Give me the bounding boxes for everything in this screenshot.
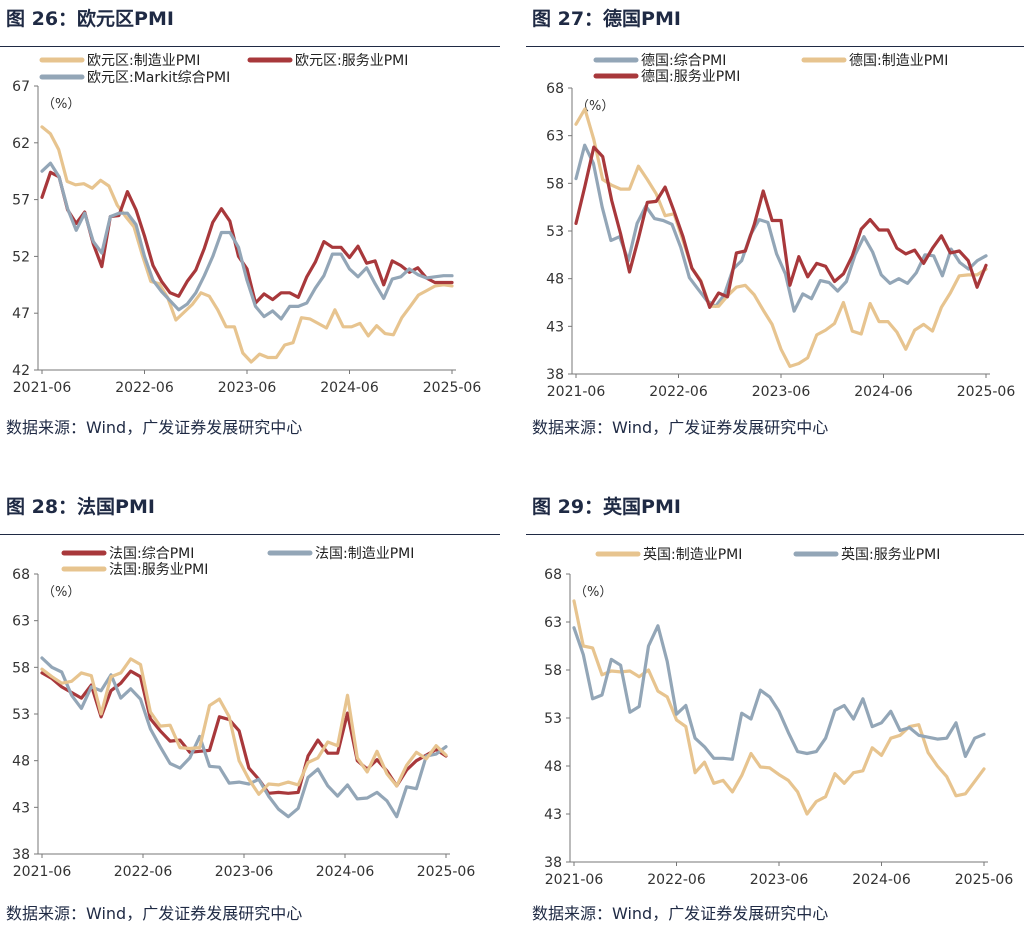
title-rule (0, 46, 500, 47)
source-note: 数据来源：Wind，广发证券发展研究中心 (532, 418, 829, 437)
series-line-2 (574, 145, 988, 309)
title-rule (526, 46, 1024, 47)
y-tick-label: 62 (12, 136, 30, 152)
x-tick-label: 2021-06 (13, 864, 72, 880)
y-tick-label: 68 (12, 567, 30, 583)
x-tick-label: 2022-06 (115, 380, 174, 396)
legend-label: 欧元区:服务业PMI (295, 53, 408, 69)
panel-germany-pmi: 图 27：德国PMI 38 43 48 53 58 63 68 2021-06 2022-06 2… (526, 0, 1024, 450)
y-tick-label: 63 (546, 129, 564, 145)
y-tick-label: 47 (12, 306, 30, 322)
series-line-1 (572, 624, 986, 761)
y-tick-label: 43 (544, 807, 562, 823)
y-tick-label: 48 (544, 759, 562, 775)
x-tick-label: 2024-06 (316, 864, 375, 880)
panel-title: 图 28：法国PMI (6, 496, 155, 518)
y-tick-label: 67 (12, 79, 30, 95)
y-tick-label: 38 (546, 367, 564, 383)
x-tick-label: 2025-06 (417, 864, 476, 880)
y-tick-label: 68 (544, 567, 562, 583)
y-tick-label: 42 (12, 363, 30, 379)
unit-label: （%） (574, 585, 612, 600)
x-tick-label: 2023-06 (215, 864, 274, 880)
series-line-1 (574, 107, 988, 368)
y-tick-label: 53 (546, 224, 564, 240)
y-tick-label: 53 (544, 711, 562, 727)
x-tick-label: 2022-06 (114, 864, 173, 880)
y-tick-label: 68 (546, 81, 564, 97)
y-tick-label: 52 (12, 249, 30, 265)
x-tick-label: 2022-06 (647, 872, 706, 888)
chart-uk-pmi: 38 43 48 53 58 63 68 2021-06 2022-06 2023-06 2024-… (544, 546, 1014, 888)
y-tick-label: 58 (12, 660, 30, 676)
x-tick-label: 2023-06 (752, 384, 811, 400)
chart-germany-pmi: 38 43 48 53 58 63 68 2021-06 2022-06 2023-06 2024-… (546, 53, 1016, 400)
y-tick-label: 38 (544, 855, 562, 871)
x-tick-label: 2025-06 (955, 872, 1014, 888)
x-tick-label: 2024-06 (854, 384, 913, 400)
panel-title: 图 29：英国PMI (532, 496, 681, 518)
legend-label: 法国:服务业PMI (109, 562, 208, 578)
panel-title: 图 27：德国PMI (532, 8, 681, 30)
source-note: 数据来源：Wind，广发证券发展研究中心 (6, 904, 303, 923)
y-tick-label: 58 (546, 176, 564, 192)
unit-label: （%） (42, 585, 80, 600)
source-note: 数据来源：Wind，广发证券发展研究中心 (6, 418, 303, 437)
source-note: 数据来源：Wind，广发证券发展研究中心 (532, 904, 829, 923)
legend-label: 欧元区:Markit综合PMI (87, 70, 230, 86)
y-tick-label: 43 (546, 319, 564, 335)
x-tick-label: 2025-06 (957, 384, 1016, 400)
series-line-0 (40, 125, 454, 364)
y-tick-label: 43 (12, 800, 30, 816)
panel-uk-pmi: 图 29：英国PMI 38 43 48 53 58 63 68 2021-06 2022-06 2… (526, 488, 1024, 929)
legend-label: 欧元区:制造业PMI (87, 53, 200, 69)
y-tick-label: 38 (12, 847, 30, 863)
unit-label: （%） (42, 97, 80, 112)
y-tick-label: 53 (12, 707, 30, 723)
legend-label: 法国:制造业PMI (315, 546, 414, 562)
x-tick-label: 2021-06 (545, 872, 604, 888)
x-tick-label: 2025-06 (423, 380, 482, 396)
series-line-0 (40, 669, 448, 795)
panel-title: 图 26：欧元区PMI (6, 8, 174, 30)
x-tick-label: 2023-06 (750, 872, 809, 888)
series-line-2 (40, 657, 448, 796)
y-tick-label: 58 (544, 663, 562, 679)
y-tick-label: 63 (12, 614, 30, 630)
panel-france-pmi: 图 28：法国PMI 38 43 48 53 58 63 68 2021-06 2022-06 2… (0, 488, 500, 929)
legend-label: 英国:制造业PMI (643, 546, 742, 563)
x-tick-label: 2021-06 (13, 380, 72, 396)
legend-label: 英国:服务业PMI (841, 546, 940, 563)
title-rule (0, 534, 500, 535)
legend-label: 德国:制造业PMI (849, 53, 948, 69)
chart-france-pmi: 38 43 48 53 58 63 68 2021-06 2022-06 2023-06 2024-… (12, 546, 476, 880)
panel-eurozone-pmi: 图 26：欧元区PMI 42 47 52 57 62 67 2021-06 2022-06 20… (0, 0, 500, 450)
y-tick-label: 57 (12, 193, 30, 209)
series-line-2 (40, 161, 454, 321)
x-tick-label: 2024-06 (320, 380, 379, 396)
x-tick-label: 2021-06 (547, 384, 606, 400)
x-tick-label: 2023-06 (218, 380, 277, 396)
y-tick-label: 48 (546, 272, 564, 288)
y-tick-label: 63 (544, 615, 562, 631)
title-rule (526, 534, 1024, 535)
legend-label: 德国:综合PMI (641, 53, 726, 69)
x-tick-label: 2022-06 (649, 384, 708, 400)
series-line-0 (572, 599, 986, 816)
series-line-1 (40, 656, 448, 819)
chart-eurozone-pmi: 42 47 52 57 62 67 2021-06 2022-06 2023-06 2024-06… (12, 53, 482, 396)
x-tick-label: 2024-06 (852, 872, 911, 888)
legend-label: 德国:服务业PMI (641, 69, 740, 85)
legend-label: 法国:综合PMI (109, 546, 194, 562)
y-tick-label: 48 (12, 754, 30, 770)
